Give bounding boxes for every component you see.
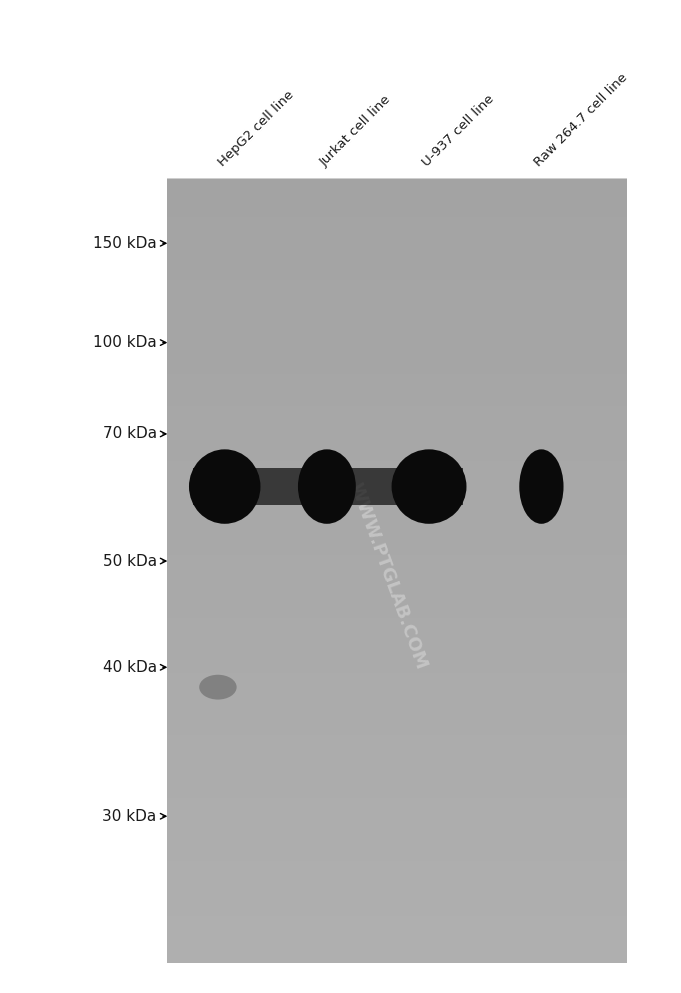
Text: 50 kDa: 50 kDa (103, 553, 157, 569)
Ellipse shape (394, 466, 464, 517)
Text: WWW.PTGLAB.COM: WWW.PTGLAB.COM (346, 480, 430, 672)
Ellipse shape (192, 466, 257, 517)
Bar (193, 468, 463, 505)
Text: U-937 cell line: U-937 cell line (420, 92, 496, 169)
Ellipse shape (519, 449, 564, 524)
Ellipse shape (392, 449, 466, 524)
Ellipse shape (298, 449, 355, 524)
Text: HepG2 cell line: HepG2 cell line (216, 88, 296, 169)
Text: 150 kDa: 150 kDa (93, 235, 157, 251)
Ellipse shape (521, 456, 562, 507)
Bar (167, 179, 627, 963)
Text: 30 kDa: 30 kDa (102, 808, 157, 824)
Ellipse shape (189, 449, 260, 524)
Ellipse shape (300, 466, 353, 517)
Ellipse shape (521, 466, 562, 517)
Text: 100 kDa: 100 kDa (93, 335, 157, 351)
Ellipse shape (394, 456, 464, 507)
Text: 40 kDa: 40 kDa (103, 659, 157, 675)
Text: 70 kDa: 70 kDa (103, 426, 157, 442)
Ellipse shape (199, 675, 237, 699)
Ellipse shape (192, 456, 257, 507)
Text: Jurkat cell line: Jurkat cell line (318, 92, 394, 169)
Text: Raw 264.7 cell line: Raw 264.7 cell line (533, 71, 631, 169)
Ellipse shape (300, 456, 353, 507)
